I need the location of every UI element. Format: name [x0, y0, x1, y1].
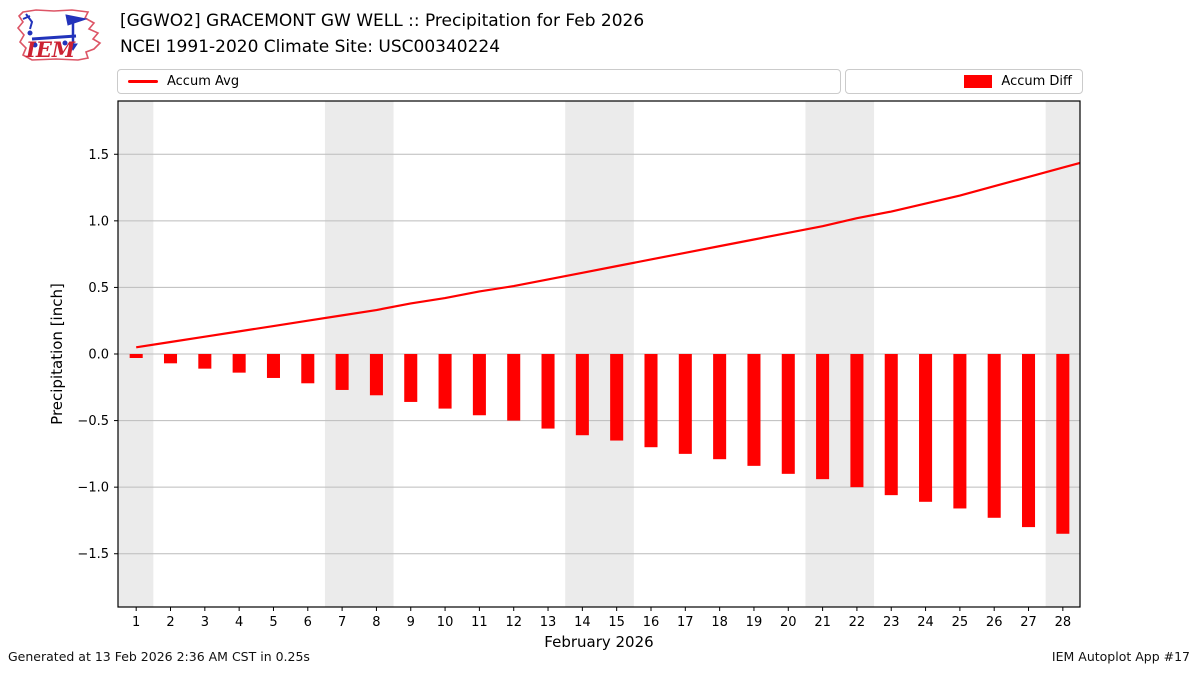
x-tick-label: 10: [437, 615, 454, 630]
x-tick-label: 6: [304, 615, 312, 630]
accum-diff-bar: [129, 354, 143, 358]
logo-iem-text: IEM: [25, 37, 76, 62]
accum-diff-bar: [816, 354, 830, 480]
accum-diff-bar: [301, 354, 315, 384]
accum-diff-bar: [713, 354, 727, 460]
y-tick-label: 1.0: [88, 214, 109, 229]
x-tick-label: 13: [540, 615, 557, 630]
accum-diff-bar: [644, 354, 658, 448]
x-tick-label: 9: [407, 615, 415, 630]
iem-logo: IEM: [16, 9, 102, 62]
accum-diff-bar: [781, 354, 795, 474]
legend-accum-diff: Accum Diff: [845, 69, 1083, 94]
accum-diff-bar: [884, 354, 898, 496]
x-tick-label: 16: [643, 615, 660, 630]
accum-diff-bar: [610, 354, 624, 441]
accum-diff-bar: [987, 354, 1001, 518]
accum-diff-bar: [198, 354, 212, 369]
chart-title: [GGWO2] GRACEMONT GW WELL :: Precipitati…: [120, 11, 645, 31]
accum-avg-line: [136, 161, 1081, 349]
x-tick-label: 19: [746, 615, 763, 630]
x-axis-label: February 2026: [544, 633, 653, 651]
accum-diff-bar: [678, 354, 692, 454]
x-tick-label: 23: [883, 615, 900, 630]
accum-diff-bar: [953, 354, 967, 509]
accum-diff-bar: [541, 354, 555, 429]
x-tick-label: 2: [166, 615, 174, 630]
x-tick-label: 3: [201, 615, 209, 630]
weather-vane-icon: [22, 13, 88, 51]
x-tick-label: 4: [235, 615, 243, 630]
accum-diff-bar: [1021, 354, 1036, 528]
x-tick-label: 14: [574, 615, 591, 630]
accum-diff-bar: [507, 354, 521, 421]
y-tick-label: −1.5: [77, 547, 109, 562]
y-tick-label: −0.5: [77, 414, 109, 429]
accum-diff-patch-swatch-icon: [964, 75, 993, 88]
accum-diff-bar: [404, 354, 418, 402]
y-axis-label: Precipitation [inch]: [48, 283, 66, 425]
legend-accum-diff-label: Accum Diff: [1001, 74, 1072, 89]
x-tick-label: 12: [505, 615, 522, 630]
accum-diff-bar: [335, 354, 349, 390]
y-tick-label: 1.5: [88, 148, 109, 163]
x-tick-label: 18: [711, 615, 728, 630]
chart-subtitle: NCEI 1991-2020 Climate Site: USC00340224: [120, 37, 501, 57]
accum-diff-bar: [369, 354, 383, 396]
legend: Accum Avg Accum Diff: [117, 69, 1083, 94]
accum-avg-line-swatch-icon: [128, 80, 158, 83]
accum-diff-bar: [919, 354, 933, 502]
accum-diff-bar: [438, 354, 452, 409]
iowa-outline: [16, 9, 102, 61]
x-tick-label: 25: [952, 615, 969, 630]
x-tick-label: 28: [1055, 615, 1072, 630]
y-tick-label: 0.0: [88, 348, 109, 363]
x-tick-label: 5: [269, 615, 277, 630]
accum-diff-bar: [232, 354, 246, 373]
accum-diff-bar: [1056, 354, 1070, 534]
y-tick-label: 0.5: [88, 281, 109, 296]
accum-diff-bar: [747, 354, 761, 466]
generated-at-text: Generated at 13 Feb 2026 2:36 AM CST in …: [8, 649, 310, 664]
x-tick-label: 27: [1020, 615, 1037, 630]
legend-accum-avg: Accum Avg: [117, 69, 841, 94]
x-tick-label: 1: [132, 615, 140, 630]
accum-diff-bar: [163, 354, 178, 364]
x-tick-label: 17: [677, 615, 694, 630]
app-credit-text: IEM Autoplot App #17: [1051, 649, 1190, 664]
x-tick-label: 7: [338, 615, 346, 630]
y-tick-label: −1.0: [77, 481, 109, 496]
x-tick-label: 8: [372, 615, 380, 630]
x-tick-label: 21: [814, 615, 831, 630]
accum-diff-bar: [472, 354, 486, 416]
accum-diff-bar: [575, 354, 589, 436]
accum-diff-bar: [850, 354, 864, 488]
legend-accum-avg-label: Accum Avg: [167, 74, 240, 89]
x-tick-label: 22: [849, 615, 866, 630]
x-tick-label: 26: [986, 615, 1003, 630]
x-tick-label: 20: [780, 615, 797, 630]
x-tick-label: 11: [471, 615, 488, 630]
x-tick-label: 15: [608, 615, 625, 630]
accum-diff-bar: [266, 354, 280, 378]
x-tick-label: 24: [917, 615, 934, 630]
